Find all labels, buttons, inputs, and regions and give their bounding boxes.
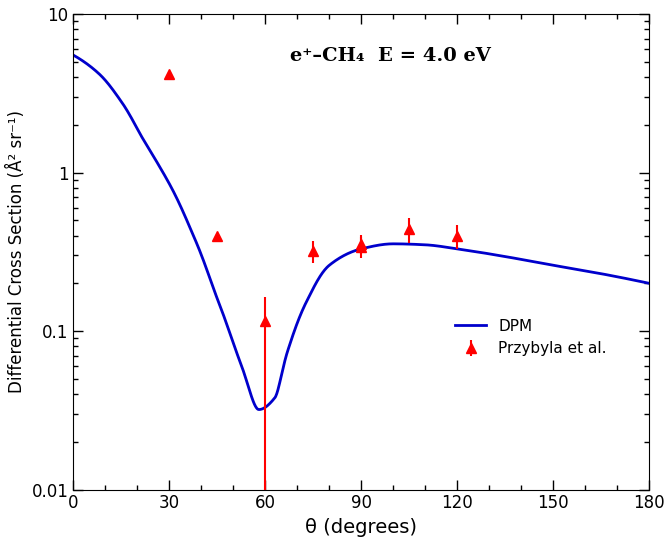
DPM (323, 263, 331, 270)
DPM (645, 280, 653, 287)
X-axis label: θ (degrees): θ (degrees) (305, 518, 417, 537)
DPM (69, 52, 77, 58)
DPM (303, 298, 311, 304)
Line: DPM: DPM (73, 55, 649, 410)
Legend: DPM, Przybyla et al.: DPM, Przybyla et al. (450, 312, 613, 362)
DPM (519, 256, 527, 263)
Y-axis label: Differential Cross Section (Å² sr⁻¹): Differential Cross Section (Å² sr⁻¹) (7, 110, 26, 393)
Text: e⁺–CH₄  E = 4.0 eV: e⁺–CH₄ E = 4.0 eV (290, 47, 491, 65)
DPM (465, 248, 473, 254)
DPM (530, 258, 538, 265)
DPM (128, 116, 136, 122)
DPM (255, 406, 263, 413)
